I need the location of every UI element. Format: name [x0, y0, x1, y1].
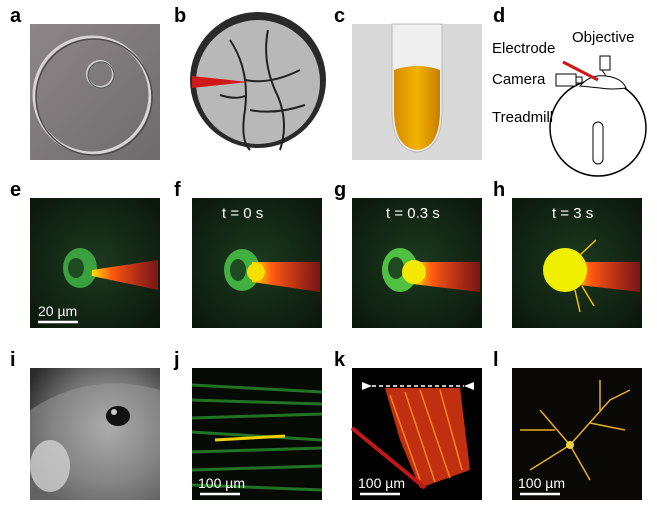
panel-h: t = 3 s: [512, 198, 642, 328]
diagram-label: Electrode: [492, 40, 555, 57]
time-label: t = 0.3 s: [386, 205, 440, 222]
scale-bar-label: 100 µm: [198, 475, 245, 491]
scale-bar-label: 100 µm: [358, 475, 405, 491]
panel-label: a: [10, 5, 22, 27]
panel-b: 1 mm: [190, 0, 326, 160]
diagram-label: Objective: [572, 29, 635, 46]
panel-l: 100 µm: [512, 368, 642, 500]
scale-bar-label: 20 µm: [38, 303, 77, 319]
panel-f: t = 0 s: [192, 198, 322, 328]
panel-label: f: [174, 179, 181, 201]
panel-label: k: [334, 349, 346, 371]
panel-label: e: [10, 179, 21, 201]
panel-d: Electrode Objective Camera Treadmill: [492, 29, 647, 177]
panel-label: c: [334, 5, 345, 27]
panel-c: [352, 23, 482, 160]
diagram-label: Camera: [492, 71, 546, 88]
panel-label: b: [174, 5, 186, 27]
scale-bar-label: 100 µm: [518, 475, 565, 491]
panel-i: [30, 368, 160, 500]
time-label: t = 3 s: [552, 205, 593, 222]
panel-label: j: [173, 349, 180, 371]
panel-k: 100 µm: [350, 368, 482, 500]
panel-label: h: [493, 179, 505, 201]
panel-label: l: [493, 349, 499, 371]
panel-e: 20 µm: [30, 198, 160, 328]
scale-bar-label: 1 mm: [194, 143, 229, 159]
panel-label: i: [10, 349, 16, 371]
panel-label: g: [334, 179, 346, 201]
panel-a: [30, 24, 160, 160]
panel-label: d: [493, 5, 505, 27]
panel-g: t = 0.3 s: [352, 198, 482, 328]
panel-j: 100 µm: [191, 368, 323, 500]
time-label: t = 0 s: [222, 205, 263, 222]
diagram-label: Treadmill: [492, 109, 553, 126]
